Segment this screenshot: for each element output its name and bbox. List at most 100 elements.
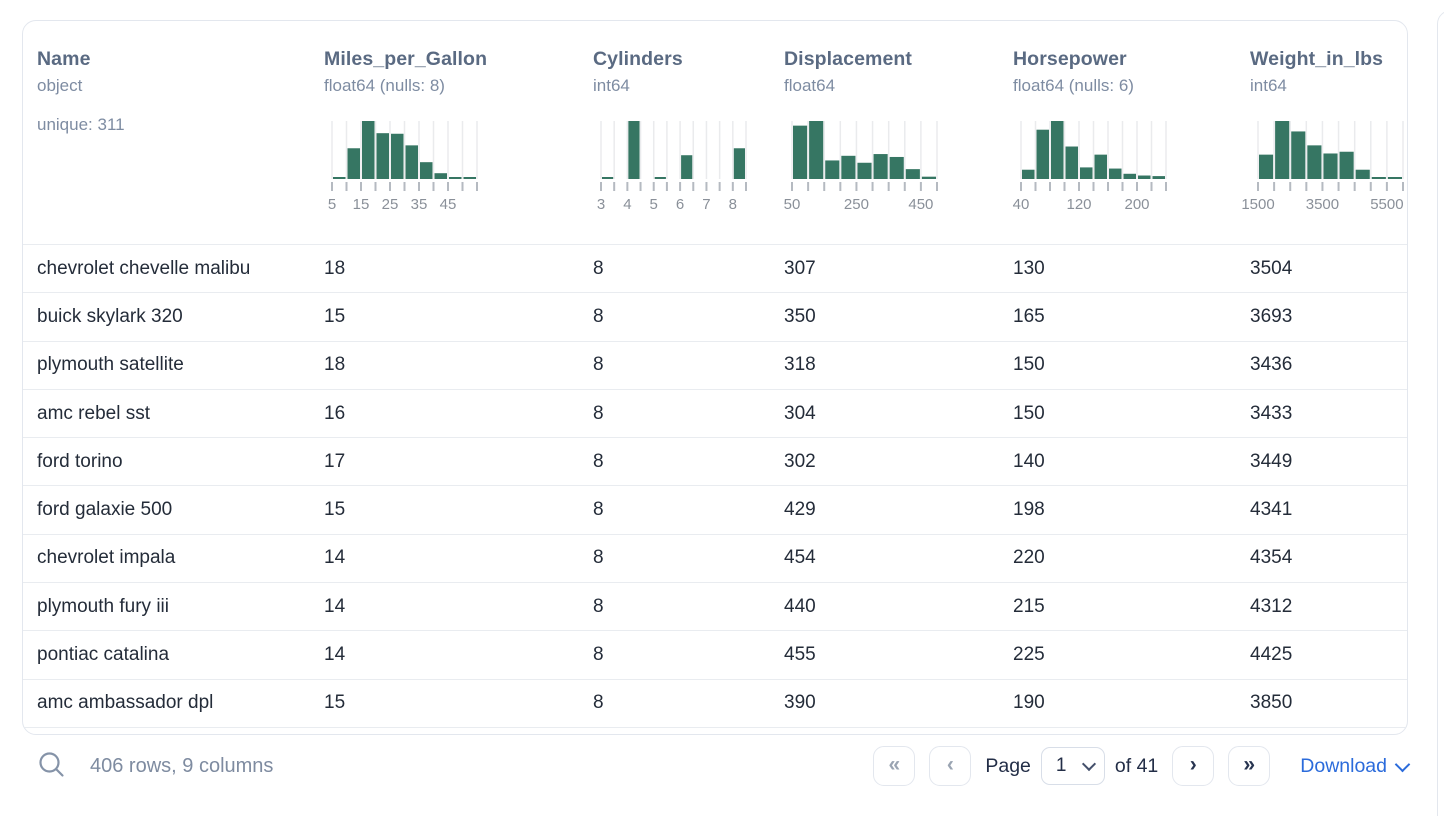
hist-bar: [1323, 153, 1338, 179]
hist-bar: [391, 133, 404, 179]
table-row: pontiac catalina 14 8 455 225 4425: [23, 631, 1407, 680]
cell-value: 18: [324, 354, 346, 376]
cell-value: 8: [593, 402, 604, 424]
histogram-horsepower: 40 120 200: [1013, 121, 1167, 213]
cell-value: 150: [1013, 402, 1045, 424]
hist-bar: [449, 177, 462, 179]
cell-value: 307: [784, 257, 816, 279]
hist-bar: [1387, 177, 1402, 179]
cell-value: 8: [593, 547, 604, 569]
last-page-icon: »: [1243, 752, 1256, 776]
cell-value: 429: [784, 499, 816, 521]
table-row: chevrolet impala 14 8 454 220 4354: [23, 535, 1407, 584]
hist-bar: [681, 155, 693, 179]
column-title: Horsepower: [1013, 48, 1127, 70]
table-row: chevrolet chevelle malibu 18 8 307 130 3504: [23, 245, 1407, 294]
cell-value: 15: [324, 692, 346, 714]
cell-value: 220: [1013, 547, 1045, 569]
download-label: Download: [1300, 754, 1387, 777]
cell-value: 190: [1013, 692, 1045, 714]
cell-name: plymouth fury iii: [37, 595, 169, 617]
page-select-value: 1: [1055, 755, 1067, 776]
cell-value: 8: [593, 499, 604, 521]
table-body: chevrolet chevelle malibu 18 8 307 130 3504 bu…: [23, 245, 1407, 728]
hist-bar: [463, 177, 476, 179]
cell-value: 225: [1013, 644, 1045, 666]
next-page-button[interactable]: ›: [1172, 746, 1215, 786]
page-label: Page: [985, 754, 1031, 777]
hist-bar: [602, 177, 614, 179]
header-row: Name object unique: 311 Miles_per_Gallon flo…: [23, 21, 1407, 245]
hist-bar: [921, 176, 936, 179]
hist-bar: [347, 148, 360, 179]
cell-value: 140: [1013, 450, 1045, 472]
hist-bar: [1138, 175, 1151, 179]
cell-value: 3433: [1250, 402, 1293, 424]
hist-bar: [1065, 146, 1078, 179]
cell-value: 4341: [1250, 499, 1293, 521]
hist-tick-label: 3500: [1306, 196, 1339, 213]
last-page-button[interactable]: »: [1228, 746, 1271, 786]
cell-value: 3504: [1250, 257, 1293, 279]
column-type: int64: [1250, 76, 1287, 95]
hist-bar: [1152, 176, 1165, 179]
first-page-button[interactable]: «: [873, 746, 916, 786]
hist-tick-label: 6: [676, 196, 684, 213]
hist-bar: [1259, 154, 1274, 179]
cell-value: 3693: [1250, 305, 1293, 327]
cell-value: 17: [324, 450, 346, 472]
histogram-weight_in_lbs: 1500 3500 5500: [1241, 121, 1404, 213]
cell-value: 14: [324, 595, 346, 617]
column-unique-count: unique: 311: [37, 115, 125, 134]
column-title: Miles_per_Gallon: [324, 48, 488, 70]
hist-bar: [733, 148, 745, 179]
cell-value: 318: [784, 354, 816, 376]
cell-value: 16: [324, 402, 346, 424]
rows-summary: 406 rows, 9 columns: [90, 754, 274, 777]
cell-value: 4425: [1250, 644, 1293, 666]
hist-bar: [1371, 177, 1386, 179]
adjacent-card: [1437, 10, 1444, 816]
prev-page-button[interactable]: ‹: [929, 746, 972, 786]
hist-bar: [1307, 145, 1322, 179]
hist-tick-label: 4: [623, 196, 631, 213]
chevron-down-icon: [1394, 756, 1411, 772]
cell-name: ford torino: [37, 450, 123, 472]
column-header: Name object unique: 311: [23, 21, 324, 244]
cell-value: 215: [1013, 595, 1045, 617]
hist-tick-label: 450: [908, 196, 933, 213]
cell-value: 8: [593, 644, 604, 666]
column-header: Cylinders int64 3 4 5 6 7 8: [593, 21, 784, 244]
column-header: Weight_in_lbs int64 1500 3500 5500: [1241, 21, 1407, 244]
hist-bar: [333, 177, 346, 179]
hist-bar: [1036, 129, 1049, 179]
hist-tick-label: 40: [1013, 196, 1030, 213]
cell-value: 8: [593, 305, 604, 327]
hist-tick-label: 200: [1124, 196, 1149, 213]
cell-value: 14: [324, 644, 346, 666]
hist-bar: [857, 162, 872, 179]
column-type: float64 (nulls: 6): [1013, 76, 1134, 95]
hist-bar: [889, 156, 904, 179]
cell-value: 304: [784, 402, 816, 424]
cell-value: 455: [784, 644, 816, 666]
cell-value: 150: [1013, 354, 1045, 376]
cell-value: 18: [324, 257, 346, 279]
first-page-icon: «: [888, 752, 901, 776]
footer: 406 rows, 9 columns « ‹ Page 1 of 41 › »…: [22, 742, 1411, 790]
column-type: object: [37, 76, 83, 95]
page-select[interactable]: 1: [1040, 747, 1105, 785]
download-button[interactable]: Download: [1300, 754, 1411, 778]
hist-bar: [793, 125, 808, 179]
cell-value: 14: [324, 547, 346, 569]
column-title: Displacement: [784, 48, 912, 70]
cell-value: 8: [593, 257, 604, 279]
hist-bar: [362, 121, 375, 179]
hist-tick-label: 50: [784, 196, 801, 213]
column-title: Cylinders: [593, 48, 683, 70]
cell-value: 390: [784, 692, 816, 714]
cell-value: 8: [593, 595, 604, 617]
search-button[interactable]: [38, 751, 66, 782]
cell-name: chevrolet chevelle malibu: [37, 257, 251, 279]
cell-name: chevrolet impala: [37, 547, 176, 569]
